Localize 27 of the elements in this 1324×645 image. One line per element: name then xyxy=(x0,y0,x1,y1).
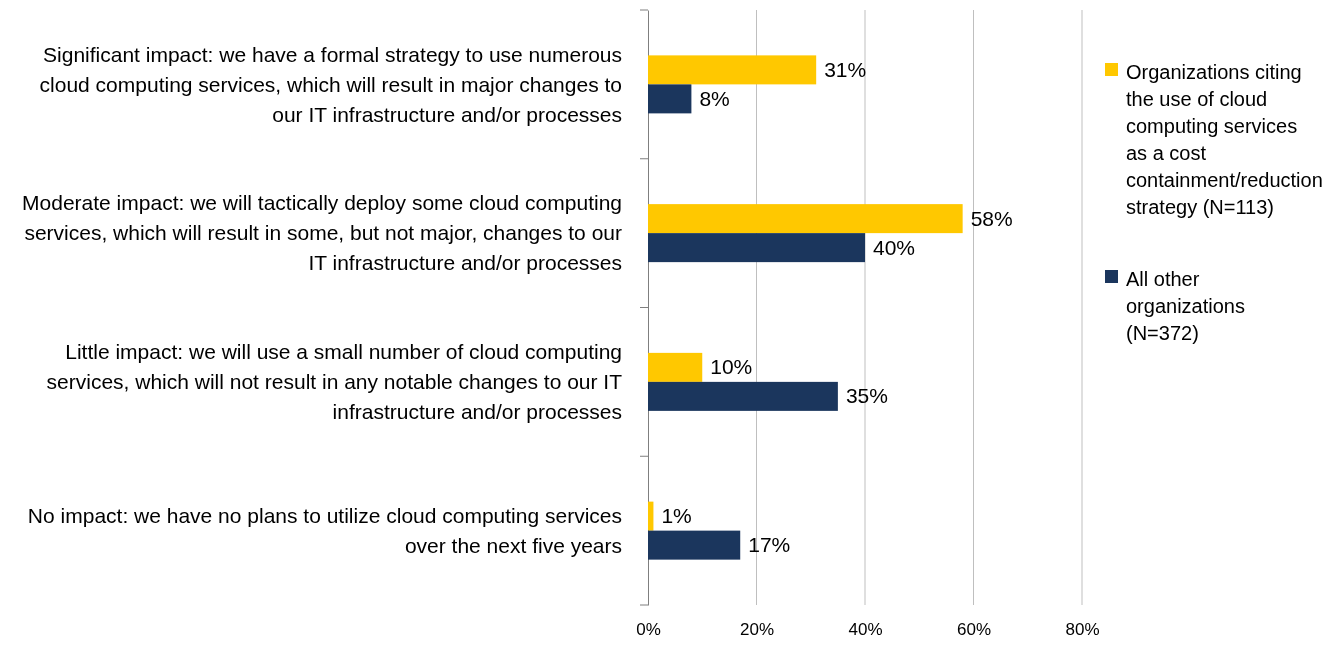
y-tick-label: No impact: we have no plans to utilize cloud computing services over the next five years xyxy=(27,503,622,557)
data-label: 58% xyxy=(970,206,1013,230)
y-tick-label: Moderate impact: we will tactically deploy some cloud computing services, which will result in some, but not major, changes to our IT infrastructure and/or processes xyxy=(22,191,622,275)
data-label: 10% xyxy=(710,355,753,379)
data-label: 8% xyxy=(699,86,730,110)
data-label: 1% xyxy=(661,504,692,528)
x-tick-label: 40% xyxy=(848,620,883,639)
data-label: 17% xyxy=(748,533,791,557)
bar xyxy=(648,381,838,411)
data-label: 31% xyxy=(824,57,867,81)
legend-label: All other organizations (N=372) xyxy=(1126,268,1245,344)
bar xyxy=(648,530,741,560)
x-tick-label: 60% xyxy=(956,620,992,639)
bar xyxy=(648,233,865,263)
bar xyxy=(648,352,703,382)
x-tick-label: 80% xyxy=(1065,620,1100,639)
bar xyxy=(648,204,963,234)
legend-label: Organizations citing the use of cloud computing services as a cost containment/reduction strategy (N=113) xyxy=(1126,61,1323,218)
data-label: 35% xyxy=(845,384,888,408)
bar xyxy=(648,501,654,531)
x-tick-label: 0% xyxy=(636,620,661,639)
bar xyxy=(648,55,817,85)
y-tick-label: Significant impact: we have a formal strategy to use numerous cloud computing services, which will result in major changes to our IT infrastructure and/or processes xyxy=(39,42,622,126)
x-tick-label: 20% xyxy=(739,620,775,639)
bar xyxy=(648,84,692,114)
data-label: 40% xyxy=(873,235,916,259)
y-tick-label: Little impact: we will use a small number of cloud computing services, which will not result in any notable changes to our IT infrastructure and/or processes xyxy=(46,340,623,424)
